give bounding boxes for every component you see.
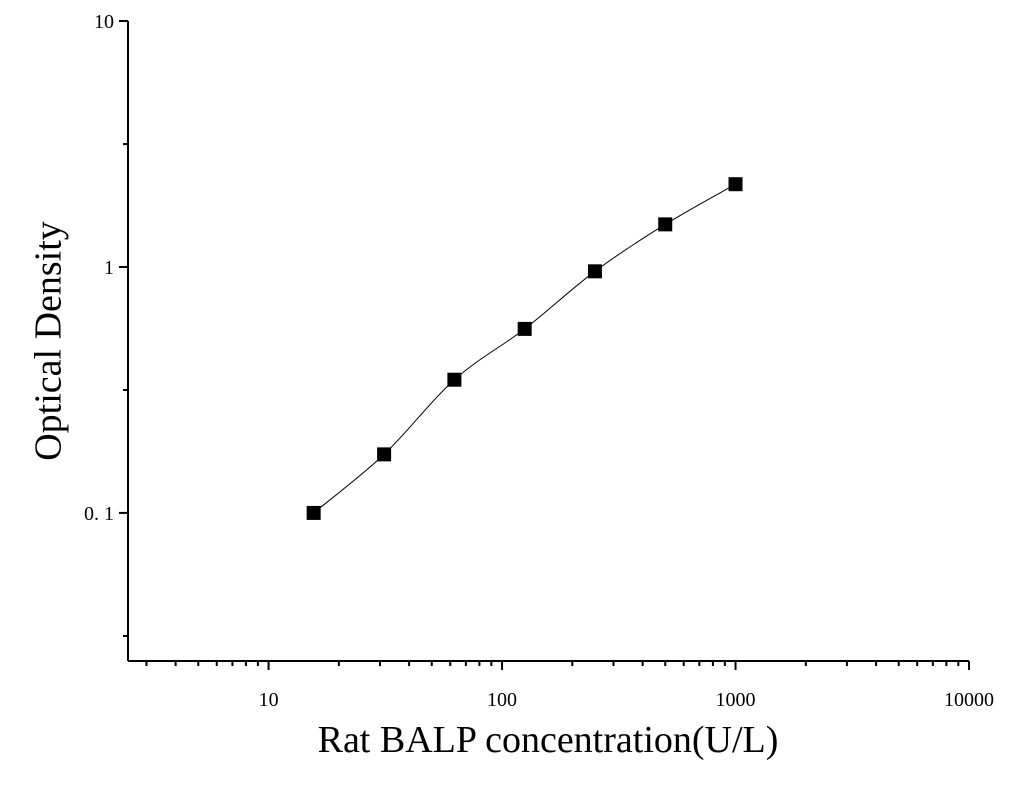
x-tick-label: 1000 [716, 689, 756, 711]
x-tick-label: 100 [487, 689, 517, 711]
y-tick-label: 10 [94, 11, 114, 33]
fit-curve [313, 183, 736, 514]
y-axis-label: Optical Density [28, 221, 70, 461]
data-point [447, 372, 462, 387]
x-axis-label: Rat BALP concentration(U/L) [318, 719, 779, 761]
data-point [728, 177, 743, 192]
data-point [517, 321, 532, 336]
data-point [377, 447, 392, 462]
data-point [306, 505, 321, 520]
y-tick-label: 0. 1 [84, 503, 114, 525]
data-point [587, 264, 602, 279]
x-tick-label: 10000 [944, 689, 994, 711]
x-tick-label: 10 [259, 689, 279, 711]
y-tick-label: 1 [104, 257, 114, 279]
data-point [658, 217, 673, 232]
